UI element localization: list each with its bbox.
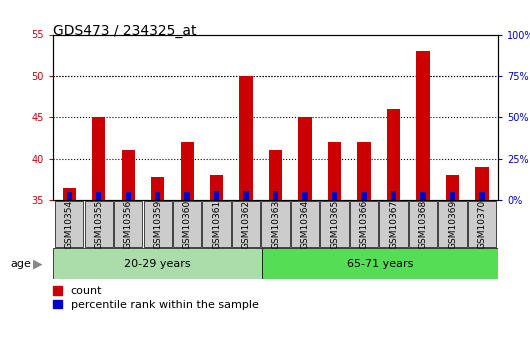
Bar xyxy=(184,192,190,200)
Text: GSM10359: GSM10359 xyxy=(153,200,162,249)
FancyBboxPatch shape xyxy=(144,201,172,247)
Bar xyxy=(240,76,253,200)
Text: GSM10354: GSM10354 xyxy=(65,200,74,249)
Bar xyxy=(479,192,484,200)
Bar xyxy=(214,191,219,200)
Bar xyxy=(262,248,498,279)
Bar xyxy=(67,192,72,200)
Bar xyxy=(273,191,278,200)
Text: 65-71 years: 65-71 years xyxy=(347,259,413,269)
Text: GSM10356: GSM10356 xyxy=(123,200,132,249)
Bar xyxy=(53,248,262,279)
Text: GSM10367: GSM10367 xyxy=(389,200,398,249)
Bar xyxy=(243,191,249,200)
Bar xyxy=(332,192,337,200)
FancyBboxPatch shape xyxy=(321,201,349,247)
Bar xyxy=(328,142,341,200)
Text: GSM10364: GSM10364 xyxy=(301,200,310,249)
Text: GSM10370: GSM10370 xyxy=(478,200,487,249)
Bar xyxy=(475,167,489,200)
Bar xyxy=(450,192,455,200)
Text: GSM10368: GSM10368 xyxy=(419,200,428,249)
Bar xyxy=(121,150,135,200)
Text: ▶: ▶ xyxy=(33,257,43,270)
Bar xyxy=(303,192,308,200)
Bar xyxy=(210,175,223,200)
FancyBboxPatch shape xyxy=(173,201,201,247)
Legend: count, percentile rank within the sample: count, percentile rank within the sample xyxy=(53,286,259,310)
Bar xyxy=(420,192,426,200)
Text: GSM10369: GSM10369 xyxy=(448,200,457,249)
FancyBboxPatch shape xyxy=(468,201,496,247)
Bar xyxy=(63,188,76,200)
FancyBboxPatch shape xyxy=(85,201,113,247)
Bar xyxy=(361,192,367,200)
Text: GSM10355: GSM10355 xyxy=(94,200,103,249)
Text: age: age xyxy=(11,259,31,269)
Bar xyxy=(181,142,194,200)
Text: GSM10363: GSM10363 xyxy=(271,200,280,249)
FancyBboxPatch shape xyxy=(114,201,143,247)
Text: GSM10362: GSM10362 xyxy=(242,200,251,249)
Bar xyxy=(96,192,101,200)
FancyBboxPatch shape xyxy=(350,201,378,247)
FancyBboxPatch shape xyxy=(55,201,83,247)
Text: GSM10361: GSM10361 xyxy=(212,200,221,249)
Bar xyxy=(269,150,282,200)
FancyBboxPatch shape xyxy=(202,201,231,247)
FancyBboxPatch shape xyxy=(232,201,260,247)
Bar xyxy=(387,109,400,200)
Bar xyxy=(357,142,370,200)
FancyBboxPatch shape xyxy=(261,201,290,247)
FancyBboxPatch shape xyxy=(291,201,319,247)
Bar xyxy=(151,177,164,200)
Bar xyxy=(155,192,160,200)
Bar xyxy=(391,191,396,200)
Text: GDS473 / 234325_at: GDS473 / 234325_at xyxy=(53,24,197,38)
Bar xyxy=(298,117,312,200)
Text: GSM10366: GSM10366 xyxy=(359,200,368,249)
FancyBboxPatch shape xyxy=(379,201,408,247)
Bar xyxy=(126,192,131,200)
Bar xyxy=(417,51,430,200)
Bar xyxy=(92,117,105,200)
Text: GSM10365: GSM10365 xyxy=(330,200,339,249)
FancyBboxPatch shape xyxy=(409,201,437,247)
Text: 20-29 years: 20-29 years xyxy=(125,259,191,269)
Bar xyxy=(446,175,459,200)
Text: GSM10360: GSM10360 xyxy=(183,200,192,249)
FancyBboxPatch shape xyxy=(438,201,466,247)
